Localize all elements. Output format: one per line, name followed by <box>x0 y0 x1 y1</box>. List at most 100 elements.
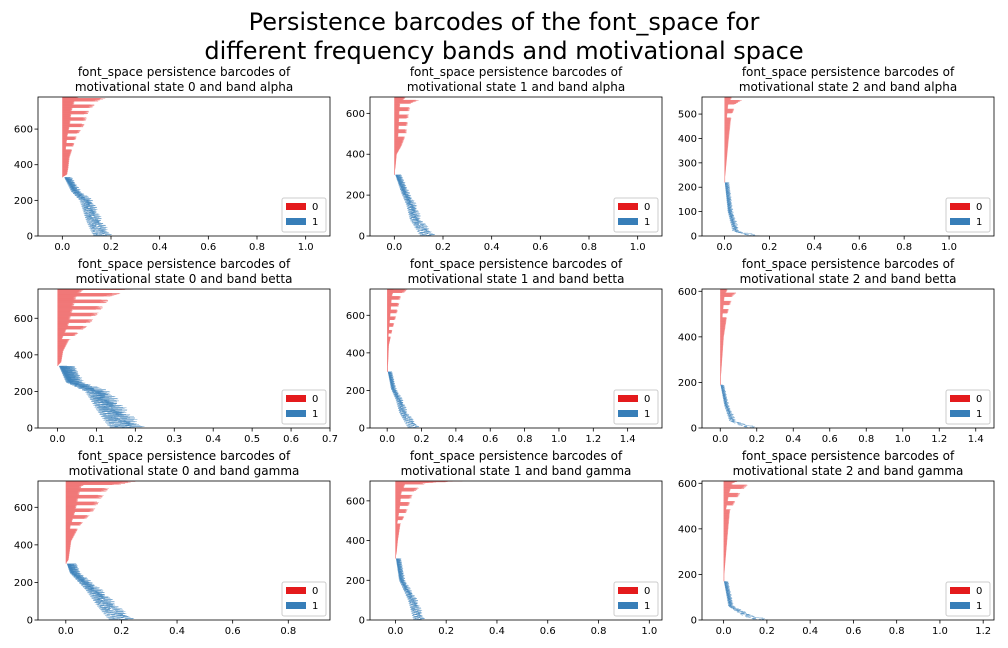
y-tick-label: 400 <box>346 150 365 161</box>
panel-title-line-2: motivational state 1 and band betta <box>408 272 625 286</box>
y-tick-label: 600 <box>678 287 697 298</box>
legend-swatch-1 <box>950 218 970 225</box>
x-tick-label: 0.2 <box>435 242 451 253</box>
barcode-bars <box>65 481 136 620</box>
barcode-panel-1: font_space persistence barcodes ofmotiva… <box>346 65 663 253</box>
y-tick-label: 500 <box>678 110 697 121</box>
y-tick-label: 300 <box>678 158 697 169</box>
plot-frame <box>701 96 995 237</box>
barcode-bars <box>62 97 112 236</box>
plot-frame <box>37 96 331 237</box>
legend-label: 1 <box>976 217 982 228</box>
barcode-bars <box>387 289 420 428</box>
y-tick-label: 600 <box>14 314 33 325</box>
x-tick-label: 0.6 <box>532 242 548 253</box>
panel-title-line-2: motivational state 0 and band betta <box>76 272 293 286</box>
x-tick-label: 0.6 <box>200 242 216 253</box>
barcode-panel-2: font_space persistence barcodes ofmotiva… <box>678 65 995 253</box>
legend-label: 0 <box>644 202 650 213</box>
plot-frame <box>37 288 331 429</box>
y-tick-label: 200 <box>14 196 33 207</box>
y-tick-label: 0 <box>691 232 697 243</box>
x-tick-label: 0.6 <box>851 242 867 253</box>
panel-title-line-1: font_space persistence barcodes of <box>742 65 955 79</box>
legend-swatch-0 <box>286 203 306 210</box>
panel-title-line-1: font_space persistence barcodes of <box>410 257 623 271</box>
x-tick-label: 0.2 <box>749 434 765 445</box>
x-tick-label: 0.4 <box>484 242 500 253</box>
barcode-bars <box>394 97 435 236</box>
legend-label: 0 <box>312 394 318 405</box>
x-tick-label: 0.3 <box>166 434 182 445</box>
barcode-bars <box>724 97 760 236</box>
x-tick-label: 0.2 <box>127 434 143 445</box>
y-tick-label: 600 <box>346 109 365 120</box>
x-tick-label: 0.2 <box>103 242 119 253</box>
legend-label: 1 <box>312 217 318 228</box>
panel-title-line-1: font_space persistence barcodes of <box>78 65 291 79</box>
panel-title-line-2: motivational state 2 and band betta <box>740 272 957 286</box>
x-tick-label: 0.6 <box>283 434 299 445</box>
x-tick-label: 1.0 <box>630 242 646 253</box>
x-tick-label: 0.0 <box>50 434 66 445</box>
y-tick-label: 0 <box>691 424 697 435</box>
panel-title-line-2: motivational state 0 and band alpha <box>75 80 293 94</box>
legend-label: 1 <box>644 409 650 420</box>
y-tick-label: 200 <box>14 387 33 398</box>
legend-swatch-1 <box>618 410 638 417</box>
legend-swatch-0 <box>618 395 638 402</box>
figure-title-line-2: different frequency bands and motivation… <box>204 37 804 65</box>
x-tick-label: 1.0 <box>895 434 911 445</box>
barcode-panel-4: font_space persistence barcodes ofmotiva… <box>346 257 663 445</box>
x-tick-label: 0.7 <box>322 434 338 445</box>
x-tick-label: 1.2 <box>931 434 947 445</box>
x-tick-label: 0.4 <box>785 434 801 445</box>
x-tick-label: 0.0 <box>386 242 402 253</box>
legend-swatch-1 <box>286 410 306 417</box>
legend-label: 1 <box>312 409 318 420</box>
y-tick-label: 100 <box>678 207 697 218</box>
barcode-bars <box>57 289 145 428</box>
x-tick-label: 0.2 <box>761 242 777 253</box>
figure-title: Persistence barcodes of the font_space f… <box>0 8 1008 66</box>
legend-label: 0 <box>976 394 982 405</box>
barcode-bars <box>720 289 758 428</box>
x-tick-label: 0.1 <box>88 434 104 445</box>
x-tick-label: 0.2 <box>414 434 430 445</box>
legend-label: 0 <box>644 394 650 405</box>
panel-title-line-1: font_space persistence barcodes of <box>78 257 291 271</box>
y-tick-label: 200 <box>678 183 697 194</box>
legend-swatch-0 <box>950 395 970 402</box>
x-tick-label: 1.0 <box>941 242 957 253</box>
x-tick-label: 0.6 <box>822 434 838 445</box>
y-tick-label: 400 <box>678 332 697 343</box>
barcode-panel-3: font_space persistence barcodes ofmotiva… <box>14 257 338 445</box>
x-tick-label: 0.0 <box>54 242 70 253</box>
x-tick-label: 0.8 <box>249 242 265 253</box>
panel-title-line-2: motivational state 2 and band alpha <box>739 80 957 94</box>
y-tick-label: 400 <box>14 160 33 171</box>
legend-label: 1 <box>644 217 650 228</box>
x-tick-label: 0.4 <box>806 242 822 253</box>
x-tick-label: 1.4 <box>968 434 984 445</box>
legend-swatch-1 <box>618 218 638 225</box>
legend-swatch-0 <box>950 203 970 210</box>
y-tick-label: 400 <box>346 348 365 359</box>
x-tick-label: 0.4 <box>448 434 464 445</box>
legend-swatch-0 <box>286 395 306 402</box>
x-tick-label: 0.0 <box>379 434 395 445</box>
figure-title-line-1: Persistence barcodes of the font_space f… <box>248 8 760 36</box>
x-tick-label: 0.4 <box>152 242 168 253</box>
legend-label: 1 <box>976 409 982 420</box>
panel-title-line-2: motivational state 1 and band alpha <box>407 80 625 94</box>
legend-swatch-1 <box>950 410 970 417</box>
y-tick-label: 200 <box>346 386 365 397</box>
x-tick-label: 1.0 <box>298 242 314 253</box>
plot-frame <box>369 288 663 429</box>
x-tick-label: 1.0 <box>551 434 567 445</box>
x-tick-label: 1.2 <box>585 434 601 445</box>
y-tick-label: 0 <box>359 232 365 243</box>
panel-title-line-2: motivational state 0 and band gamma <box>69 464 300 478</box>
y-tick-label: 200 <box>678 378 697 389</box>
